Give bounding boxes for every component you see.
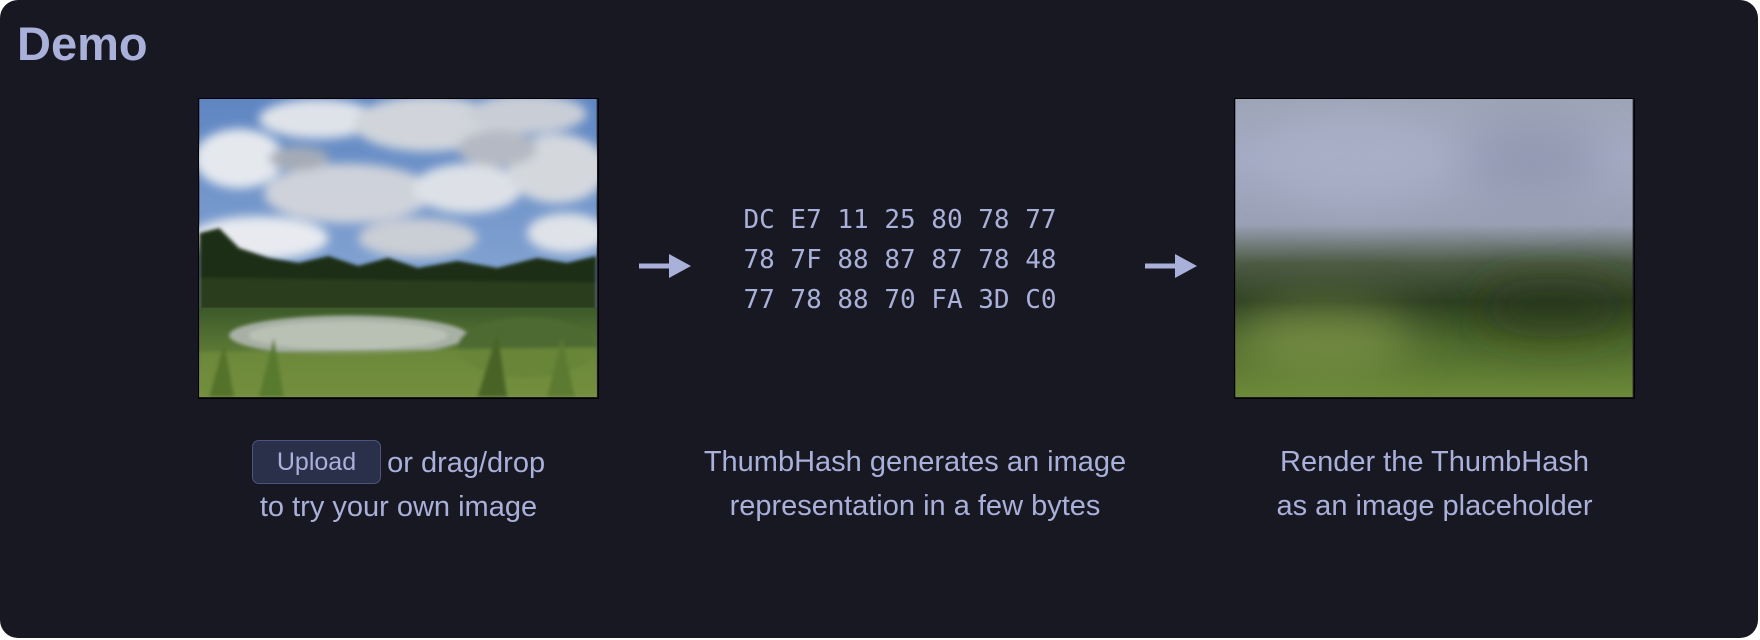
upload-button[interactable]: Upload: [251, 440, 382, 484]
right-arrow-icon: [1145, 254, 1197, 278]
hash-row: 77 78 88 70 FA 3D C0: [743, 285, 1057, 315]
hash-row: DC E7 11 25 80 78 77: [743, 205, 1057, 235]
hash-row: 78 7F 88 87 87 78 48: [743, 245, 1057, 275]
thumbhash-placeholder-image: [1234, 98, 1635, 399]
upload-caption: Upload or drag/drop to try your own image: [198, 440, 599, 529]
drag-drop-text: or drag/drop: [387, 447, 546, 479]
placeholder-caption-line2: as an image placeholder: [1276, 490, 1593, 522]
upload-caption-line2: to try your own image: [259, 491, 538, 523]
original-image: [198, 98, 599, 399]
hash-caption-line2: representation in a few bytes: [729, 490, 1101, 522]
original-photo: [199, 99, 597, 397]
placeholder-caption-line1: Render the ThumbHash: [1280, 446, 1589, 478]
hash-caption: ThumbHash generates an image representat…: [660, 440, 1170, 528]
hash-caption-line1: ThumbHash generates an image: [703, 446, 1127, 478]
section-title: Demo: [17, 17, 148, 70]
placeholder-render: [1235, 99, 1633, 397]
placeholder-caption: Render the ThumbHash as an image placeho…: [1234, 440, 1635, 528]
upload-caption-line1: Upload or drag/drop: [198, 440, 599, 485]
right-arrow-icon: [639, 254, 691, 278]
thumbhash-bytes: DC E7 11 25 80 78 77 78 7F 88 87 87 78 4…: [700, 200, 1100, 320]
